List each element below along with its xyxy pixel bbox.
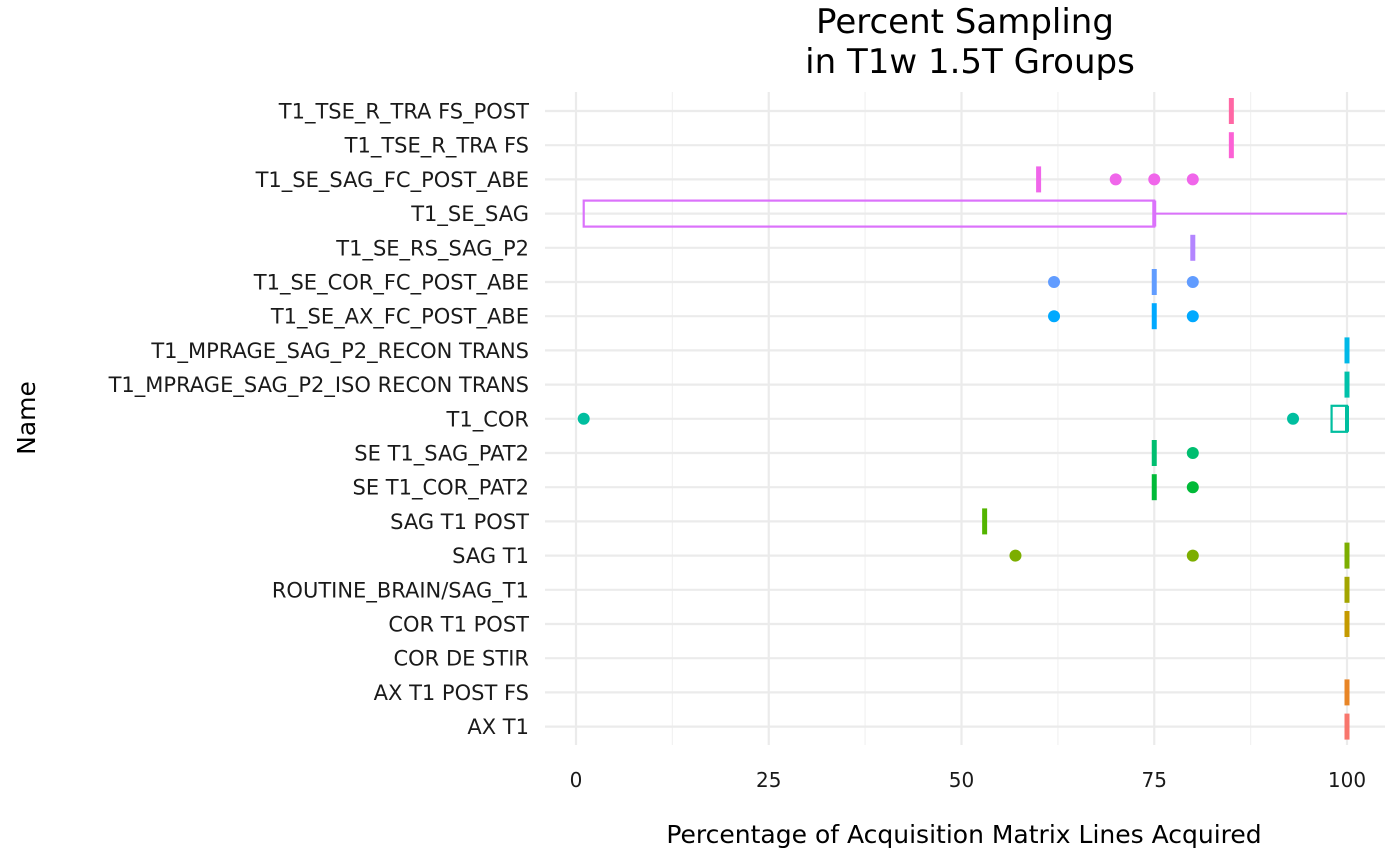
box-11 [1151, 474, 1199, 501]
outlier-point [1287, 412, 1300, 425]
y-tick-label: T1_SE_AX_FC_POST_ABE [270, 305, 529, 330]
y-tick-label: COR T1 POST [388, 613, 529, 637]
x-axis-title: Percentage of Acquisition Matrix Lines A… [666, 820, 1261, 849]
y-tick-label: AX T1 [467, 715, 529, 739]
y-tick-label: T1_SE_RS_SAG_P2 [335, 236, 529, 261]
box-9 [577, 404, 1349, 433]
y-tick-label: T1_SE_SAG_FC_POST_ABE [255, 168, 529, 193]
y-tick-label: SE T1_SAG_PAT2 [354, 442, 529, 467]
outlier-point [1186, 173, 1199, 186]
x-tick-label: 100 [1328, 768, 1366, 792]
y-tick-label: ROUTINE_BRAIN/SAG_T1 [272, 578, 529, 603]
y-tick-label: SAG T1 POST [390, 510, 529, 534]
outlier-point [1186, 447, 1199, 459]
y-tick-label: T1_SE_SAG [410, 202, 529, 227]
chart-title-line-1: Percent Sampling [816, 2, 1114, 42]
box-6 [1048, 303, 1199, 330]
x-tick-label: 50 [949, 768, 974, 792]
grid [545, 92, 1385, 745]
y-axis-labels: T1_TSE_R_TRA FS_POST T1_TSE_R_TRA FS T1_SE… [108, 100, 530, 740]
outlier-point [1186, 481, 1199, 494]
box-10 [1151, 440, 1199, 466]
outlier-point [1186, 276, 1199, 288]
y-tick-label: T1_MPRAGE_SAG_P2_RECON TRANS [150, 339, 529, 364]
y-tick-label: AX T1 POST FS [374, 681, 529, 705]
y-tick-label: SAG T1 [452, 544, 529, 568]
y-tick-label: T1_TSE_R_TRA FS [344, 134, 529, 159]
box-5 [1048, 269, 1199, 295]
outlier-point [1048, 310, 1061, 323]
y-tick-label: T1_SE_COR_FC_POST_ABE [253, 271, 529, 296]
y-tick-label: SE T1_COR_PAT2 [353, 476, 530, 501]
box-3 [582, 199, 1347, 228]
y-tick-label: T1_COR [446, 407, 529, 432]
x-axis-labels: 0 25 50 75 100 [570, 768, 1366, 792]
x-tick-label: 25 [756, 768, 781, 792]
box-13 [1009, 542, 1350, 569]
outlier-point [1109, 173, 1122, 186]
x-tick-label: 0 [570, 768, 583, 792]
y-tick-label: COR DE STIR [393, 647, 529, 671]
y-axis-title: Name [12, 381, 41, 455]
y-tick-label: T1_MPRAGE_SAG_P2_ISO RECON TRANS [108, 373, 529, 398]
chart-title-line-2: in T1w 1.5T Groups [805, 42, 1135, 82]
y-tick-label: T1_TSE_R_TRA FS_POST [278, 100, 529, 125]
outlier-point [1048, 276, 1061, 288]
outlier-point [1186, 310, 1199, 323]
outlier-point [1148, 173, 1161, 186]
outlier-point [577, 412, 590, 425]
outlier-point [1186, 549, 1199, 562]
plot-marks [577, 98, 1350, 740]
box-2 [1036, 166, 1199, 193]
outlier-point [1009, 549, 1022, 562]
x-tick-label: 75 [1142, 768, 1167, 792]
